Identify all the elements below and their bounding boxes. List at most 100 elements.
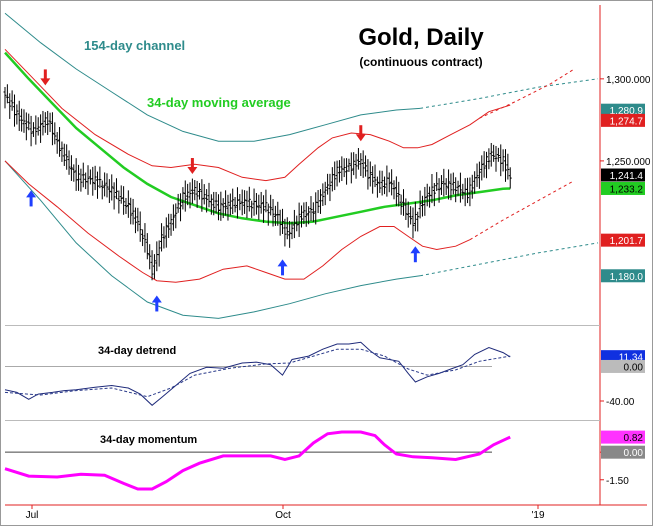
price-bar (425, 183, 429, 207)
price-bar (119, 185, 123, 204)
price-bar (148, 244, 152, 270)
price-bar (337, 160, 341, 183)
price-bar (468, 177, 472, 207)
right-axis: 1,300.000 1,250.000 -40.00 0.00 -1.50 1,280.9… (600, 75, 651, 487)
price-bar (36, 117, 40, 136)
price-bar (482, 151, 486, 178)
price-bar (243, 190, 247, 214)
price-bar (409, 206, 413, 225)
badge-bg (601, 350, 645, 364)
price-bar (290, 221, 294, 240)
price-bar (124, 197, 128, 214)
price-bar (252, 188, 256, 216)
price-y-label: 1,250.000 (606, 157, 651, 168)
price-bar (212, 191, 216, 216)
price-bar (219, 191, 223, 221)
price-bar (129, 197, 133, 225)
price-bar (235, 187, 239, 219)
price-bar (74, 158, 78, 191)
price-bar (46, 110, 50, 136)
price-value-badge: 1,233.2 (601, 181, 645, 195)
channel-upper-line (4, 12, 421, 142)
down-arrow-icon (40, 69, 51, 86)
price-bar (169, 213, 173, 236)
x-tick-label: Jul (26, 510, 39, 521)
price-bar (198, 182, 202, 200)
price-bar (117, 190, 121, 214)
34-day-moving-average-line (4, 51, 511, 225)
price-bar (221, 198, 225, 219)
up-arrow-icon (26, 190, 37, 207)
price-bar (15, 104, 19, 125)
price-bar (285, 217, 289, 240)
price-value-badge: 1,180.0 (601, 269, 645, 283)
price-bar (345, 158, 349, 185)
price-bar (318, 189, 322, 214)
price-bar (60, 141, 64, 162)
ma-annotation: 34-day moving average (147, 95, 291, 110)
arrow-shaft (29, 196, 33, 207)
price-y-label: 1,300.000 (606, 75, 651, 86)
price-bar (160, 223, 164, 252)
price-bar (67, 150, 71, 175)
price-bar (224, 190, 228, 216)
arrow-shaft (413, 252, 417, 263)
price-bar (271, 199, 275, 227)
price-bar (399, 194, 403, 215)
price-value-badge: 1,201.7 (601, 233, 645, 247)
price-bar (461, 183, 465, 200)
price-bar (364, 155, 368, 177)
price-bar (300, 205, 303, 228)
price-bar (297, 202, 301, 237)
band-upper-line (4, 48, 511, 182)
price-bar (385, 165, 389, 197)
badge-bg (601, 233, 645, 247)
detrend-value-badge: 11.34 (601, 350, 645, 364)
arrow-shaft (281, 265, 285, 276)
price-bar (463, 178, 467, 207)
price-bar (356, 148, 360, 170)
price-bar (190, 178, 194, 204)
price-bar (205, 189, 209, 213)
price-bar (401, 189, 405, 216)
detrend-y-label: -40.00 (606, 397, 635, 408)
price-bar (473, 171, 477, 194)
price-bar (48, 112, 52, 133)
price-bar (366, 159, 370, 190)
price-bar (394, 176, 398, 207)
price-bar (141, 229, 145, 247)
price-bar (269, 194, 273, 216)
price-bar (295, 215, 299, 232)
price-bar (304, 201, 308, 227)
price-bar (475, 163, 479, 187)
price-bar (428, 186, 432, 208)
badge-bg (601, 359, 645, 373)
price-bar (485, 151, 489, 179)
x-tick-label: '19 (531, 510, 544, 521)
price-bar (105, 173, 109, 198)
price-bar (181, 187, 185, 210)
price-bar (375, 176, 379, 198)
price-bar (186, 183, 190, 206)
price-bar (406, 201, 410, 228)
price-bar (447, 169, 451, 200)
price-bar (321, 183, 325, 206)
momentum-value-badge: 0.82 (601, 430, 645, 444)
arrow-head (277, 259, 288, 267)
price-bar (250, 200, 254, 218)
price-bar (240, 189, 244, 216)
price-bar (494, 146, 498, 172)
price-bar (323, 181, 327, 206)
price-bar (53, 122, 57, 145)
price-bar (126, 190, 130, 218)
price-bar (326, 173, 330, 195)
price-bar (176, 193, 180, 213)
price-bar (155, 241, 159, 272)
price-bar (233, 197, 237, 213)
price-bar (392, 180, 396, 200)
arrow-head (26, 190, 37, 198)
arrow-shaft (190, 158, 194, 169)
price-bar (98, 166, 102, 189)
price-bar (383, 176, 387, 195)
price-bar (157, 240, 161, 267)
